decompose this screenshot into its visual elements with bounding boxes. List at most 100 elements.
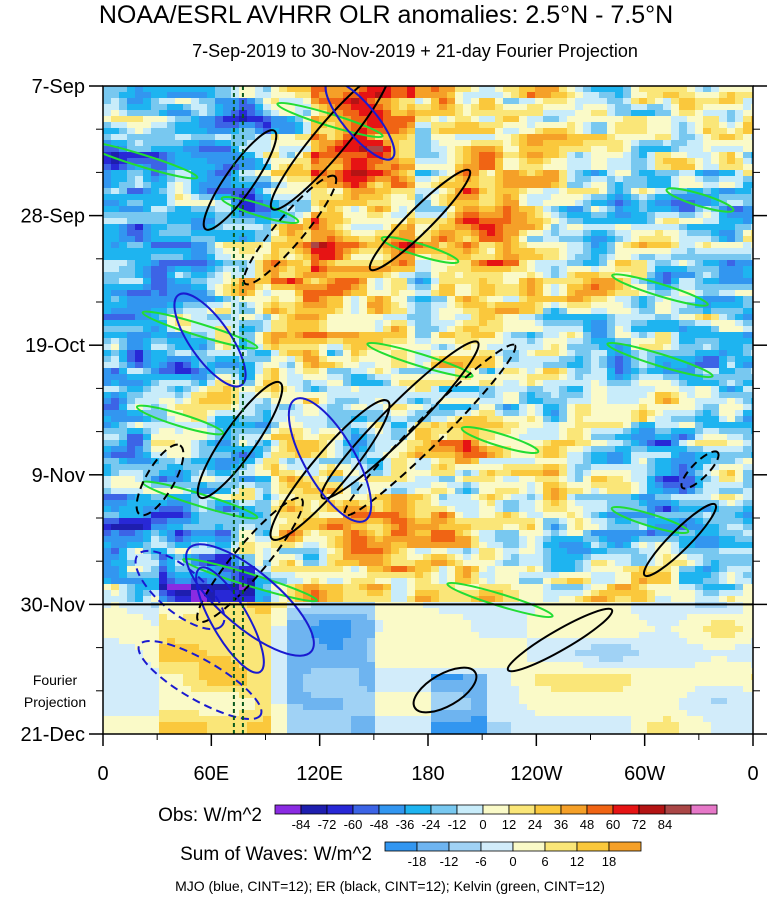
mjo-contour [173, 292, 247, 388]
fourier-projection-label: Fourier Projection [10, 669, 100, 713]
chart-subtitle: 7-Sep-2019 to 30-Nov-2019 + 21-day Fouri… [192, 41, 638, 61]
obs-colorbar: Obs: W/m^2 -84 -72 -60 -48 -36 -24 -12 0 12 24 36 48… [158, 804, 718, 832]
waves-colorbar-tick-label: 0 [509, 854, 516, 869]
mjo-contour [324, 86, 396, 161]
obs-colorbar-tick-label: 12 [502, 817, 516, 832]
kelvin-contour [460, 425, 540, 455]
er-contour [680, 450, 720, 490]
colorbars: Obs: W/m^2 -84 -72 -60 -48 -36 -24 -12 0 12 24 36 48… [158, 804, 718, 869]
waves-colorbar-swatch [576, 841, 610, 852]
obs-colorbar-swatch [638, 804, 666, 815]
obs-colorbar-label: Obs: W/m^2 [158, 805, 262, 826]
obs-colorbar-swatch [326, 804, 354, 815]
waves-colorbar-swatch [544, 841, 578, 852]
projection-label-line1: Fourier [32, 672, 78, 688]
wave-contours [103, 86, 735, 734]
obs-colorbar-tick-label: 36 [554, 817, 568, 832]
x-tick-label: 0 [747, 763, 758, 785]
waves-colorbar-tick-label: -6 [475, 854, 487, 869]
obs-colorbar-swatch [404, 804, 432, 815]
x-tick-label: 120W [510, 763, 562, 785]
x-tick-label: 60W [624, 763, 665, 785]
waves-colorbar-tick-label: 12 [570, 854, 584, 869]
obs-colorbar-tick-label: -48 [370, 817, 389, 832]
y-tick-label: 7-Sep [32, 76, 85, 98]
obs-colorbar-tick-label: -24 [422, 817, 441, 832]
y-tick-label: 28-Sep [21, 206, 86, 228]
er-contour [196, 496, 304, 624]
mjo-contour [185, 543, 315, 657]
obs-colorbar-swatch [274, 804, 302, 815]
mjo-contour [137, 639, 263, 721]
obs-colorbar-tick-label: -12 [448, 817, 467, 832]
obs-colorbar-tick-label: -72 [318, 817, 337, 832]
waves-colorbar-tick-label: -18 [408, 854, 427, 869]
er-contour [202, 129, 278, 231]
kelvin-contour [220, 195, 300, 225]
waves-colorbar-tick-label: 18 [602, 854, 616, 869]
obs-colorbar-tick-label: 60 [606, 817, 620, 832]
x-tick-label: 60E [194, 763, 230, 785]
obs-colorbar-tick-label: -60 [344, 817, 363, 832]
obs-colorbar-tick-label: 24 [528, 817, 542, 832]
x-tick-label: 0 [97, 763, 108, 785]
waves-colorbar-swatch [448, 841, 482, 852]
obs-colorbar-swatch [456, 804, 484, 815]
kelvin-contour [611, 273, 709, 307]
waves-colorbar-label: Sum of Waves: W/m^2 [180, 844, 372, 865]
er-contour [269, 399, 391, 541]
kelvin-contour [135, 404, 225, 436]
kelvin-contour [665, 187, 735, 213]
waves-colorbar-swatch [608, 841, 642, 852]
er-contour [135, 443, 185, 517]
y-tick-label: 30-Nov [21, 594, 85, 616]
kelvin-contour [103, 140, 199, 180]
mjo-contour [134, 549, 226, 631]
obs-colorbar-swatch [560, 804, 588, 815]
waves-colorbar-tick-label: 6 [541, 854, 548, 869]
x-tick-label: 120E [296, 763, 343, 785]
obs-colorbar-swatch [690, 804, 718, 815]
y-tick-label: 9-Nov [32, 465, 85, 487]
er-contour [506, 607, 614, 673]
obs-colorbar-tick-label: -36 [396, 817, 415, 832]
kelvin-contour [380, 235, 460, 265]
obs-colorbar-swatch [586, 804, 614, 815]
er-contour [642, 502, 718, 578]
obs-colorbar-swatch [482, 804, 510, 815]
obs-colorbar-tick-label: 72 [632, 817, 646, 832]
er-contour [343, 343, 517, 517]
obs-colorbar-swatch [430, 804, 458, 815]
x-tick-label: 180 [411, 763, 444, 785]
obs-colorbar-tick-label: 0 [479, 817, 486, 832]
er-contour [412, 666, 478, 714]
waves-colorbar-swatch [512, 841, 546, 852]
obs-colorbar-tick-label: 84 [658, 817, 672, 832]
obs-colorbar-swatch [534, 804, 562, 815]
axes: 0 60E 120E 180 120W 60W 0 7-Sep 28-Sep 19-Oct 9-No… [21, 76, 767, 785]
chart-footer: MJO (blue, CINT=12); ER (black, CINT=12)… [175, 878, 605, 894]
kelvin-contour [141, 310, 259, 350]
er-contour [196, 380, 284, 500]
y-tick-label: 19-Oct [25, 335, 85, 357]
y-tick-label: 21-Dec [21, 724, 85, 746]
obs-colorbar-swatch [508, 804, 536, 815]
obs-colorbar-swatch [352, 804, 380, 815]
obs-colorbar-swatch [612, 804, 640, 815]
obs-colorbar-swatch [300, 804, 328, 815]
chart-title: NOAA/ESRL AVHRR OLR anomalies: 2.5°N - 7… [98, 1, 674, 29]
obs-colorbar-tick-label: -84 [292, 817, 311, 832]
kelvin-contour [366, 341, 474, 379]
er-contour [242, 174, 338, 286]
waves-colorbar-swatch [384, 841, 418, 852]
mjo-contour [195, 566, 265, 674]
kelvin-contour [606, 341, 714, 379]
waves-colorbar-tick-label: -12 [440, 854, 459, 869]
waves-colorbar-swatch [480, 841, 514, 852]
projection-label-line2: Projection [23, 694, 87, 710]
kelvin-contour [446, 581, 554, 619]
obs-colorbar-swatch [664, 804, 692, 815]
obs-colorbar-swatch [378, 804, 406, 815]
er-contour [368, 168, 472, 272]
